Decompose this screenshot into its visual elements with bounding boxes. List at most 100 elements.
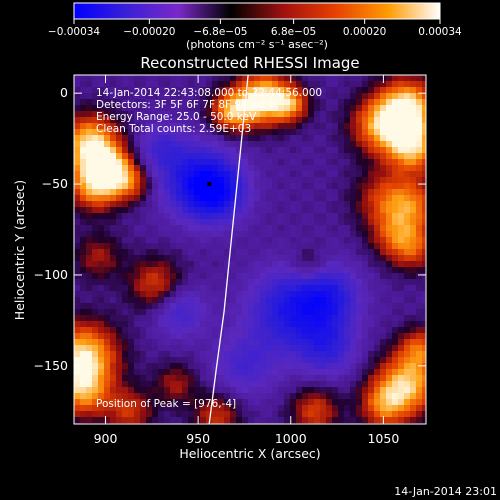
heatmap-cell: [236, 333, 243, 340]
heatmap-cell: [92, 405, 99, 412]
heatmap-cell: [128, 267, 135, 274]
heatmap-cell: [170, 207, 177, 214]
heatmap-cell: [320, 315, 327, 322]
heatmap-cell: [332, 417, 339, 424]
heatmap-cell: [398, 225, 405, 232]
heatmap-cell: [416, 117, 423, 124]
heatmap-cell: [86, 261, 93, 268]
heatmap-cell: [296, 399, 303, 406]
heatmap-cell: [284, 357, 291, 364]
heatmap-cell: [362, 297, 369, 304]
heatmap-cell: [170, 177, 177, 184]
heatmap-cell: [362, 135, 369, 142]
colorbar-tick-label: 0.00020: [343, 26, 386, 38]
heatmap-cell: [338, 75, 345, 82]
heatmap-cell: [422, 381, 426, 388]
heatmap-cell: [416, 243, 423, 250]
heatmap-cell: [290, 81, 297, 88]
heatmap-cell: [308, 345, 315, 352]
heatmap-cell: [164, 117, 171, 124]
heatmap-cell: [242, 129, 249, 136]
heatmap-cell: [134, 345, 141, 352]
heatmap-cell: [98, 393, 105, 400]
heatmap-cell: [236, 129, 243, 136]
heatmap-cell: [206, 111, 213, 118]
heatmap-cell: [308, 267, 315, 274]
heatmap-cell: [248, 279, 255, 286]
heatmap-cell: [182, 291, 189, 298]
heatmap-cell: [134, 147, 141, 154]
heatmap-cell: [212, 327, 219, 334]
heatmap-cell: [194, 339, 201, 346]
heatmap-cell: [158, 261, 165, 268]
heatmap-cell: [194, 285, 201, 292]
heatmap-cell: [272, 339, 279, 346]
heatmap-cell: [284, 327, 291, 334]
heatmap-cell: [146, 117, 153, 124]
heatmap-cell: [212, 285, 219, 292]
heatmap-cell: [272, 387, 279, 394]
heatmap-cell: [302, 99, 309, 106]
heatmap-cell: [206, 375, 213, 382]
heatmap-cell: [218, 159, 225, 166]
heatmap-cell: [158, 333, 165, 340]
heatmap-cell: [278, 339, 285, 346]
heatmap-cell: [368, 111, 375, 118]
heatmap-cell: [326, 99, 333, 106]
heatmap-cell: [176, 123, 183, 130]
heatmap-cell: [188, 399, 195, 406]
heatmap-cell: [128, 87, 135, 94]
heatmap-cell: [266, 261, 273, 268]
heatmap-cell: [266, 99, 273, 106]
heatmap-cell: [338, 81, 345, 88]
heatmap-cell: [254, 189, 261, 196]
heatmap-cell: [272, 75, 279, 82]
heatmap-cell: [218, 231, 225, 238]
heatmap-cell: [278, 381, 285, 388]
heatmap-cell: [128, 309, 135, 316]
heatmap-cell: [350, 165, 357, 172]
heatmap-cell: [272, 315, 279, 322]
heatmap-cell: [410, 315, 417, 322]
heatmap-cell: [404, 99, 411, 106]
heatmap-cell: [182, 267, 189, 274]
heatmap-cell: [224, 345, 231, 352]
heatmap-cell: [92, 363, 99, 370]
heatmap-cell: [380, 81, 387, 88]
heatmap-cell: [410, 159, 417, 166]
heatmap-cell: [230, 273, 237, 280]
heatmap-cell: [422, 147, 426, 154]
heatmap-cell: [416, 171, 423, 178]
heatmap-cell: [242, 285, 249, 292]
heatmap-cell: [122, 213, 129, 220]
heatmap-cell: [212, 333, 219, 340]
heatmap-cell: [140, 153, 147, 160]
heatmap-cell: [416, 141, 423, 148]
heatmap-cell: [260, 285, 267, 292]
heatmap-cell: [134, 249, 141, 256]
heatmap-cell: [74, 303, 81, 310]
heatmap-cell: [290, 111, 297, 118]
heatmap-cell: [122, 105, 129, 112]
heatmap-cell: [86, 213, 93, 220]
heatmap-cell: [212, 225, 219, 232]
heatmap-cell: [176, 177, 183, 184]
heatmap-cell: [398, 207, 405, 214]
heatmap-cell: [344, 387, 351, 394]
heatmap-cell: [260, 237, 267, 244]
heatmap-cell: [422, 279, 426, 286]
heatmap-cell: [320, 339, 327, 346]
heatmap-cell: [80, 243, 87, 250]
heatmap-cell: [290, 189, 297, 196]
heatmap-cell: [254, 111, 261, 118]
heatmap-cell: [272, 225, 279, 232]
heatmap-cell: [116, 321, 123, 328]
heatmap-cell: [284, 219, 291, 226]
heatmap-cell: [326, 291, 333, 298]
heatmap-cell: [86, 117, 93, 124]
heatmap-cell: [92, 111, 99, 118]
heatmap-cell: [338, 225, 345, 232]
heatmap-cell: [176, 141, 183, 148]
heatmap-cell: [278, 369, 285, 376]
heatmap-cell: [332, 105, 339, 112]
